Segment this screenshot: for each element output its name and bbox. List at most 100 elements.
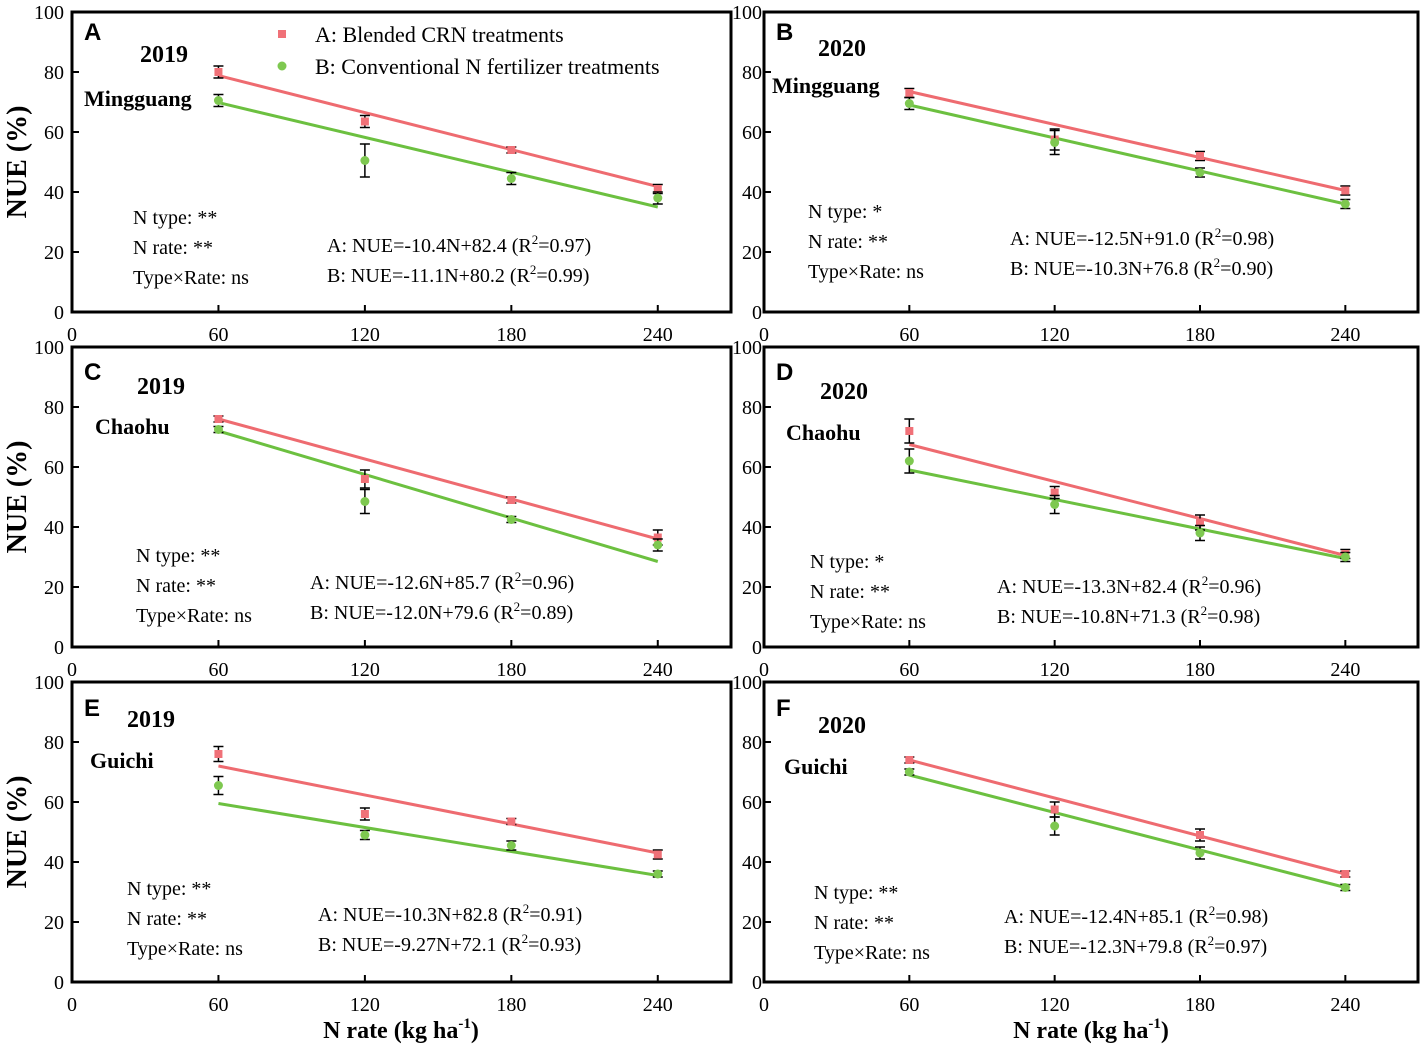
- stats-line: N type: *: [810, 551, 884, 573]
- y-tick-label: 40: [742, 182, 762, 204]
- stats-line: N type: **: [127, 878, 211, 900]
- x-tick-label: 120: [350, 659, 380, 681]
- point-A: [507, 817, 516, 826]
- panel-site: Guichi: [784, 754, 848, 779]
- point-A: [1196, 831, 1204, 839]
- y-tick-label: 0: [54, 302, 64, 324]
- fit-line-B: [909, 468, 1346, 560]
- legend-marker-B: [277, 61, 287, 71]
- point-B: [360, 497, 370, 506]
- panel-year: 2019: [140, 42, 188, 68]
- point-A: [1050, 488, 1059, 497]
- point-B: [1195, 528, 1205, 538]
- y-axis-title: NUE (%): [2, 441, 33, 554]
- x-tick-label: 60: [208, 659, 228, 681]
- x-tick-label: 60: [208, 994, 228, 1016]
- panel-year: 2019: [127, 707, 175, 733]
- stats-line: N rate: **: [133, 237, 213, 259]
- y-tick-label: 40: [44, 852, 64, 874]
- equation-B: B: NUE=-9.27N+72.1 (R2=0.93): [318, 931, 581, 956]
- x-tick-label: 240: [1330, 994, 1360, 1016]
- y-tick-label: 20: [44, 912, 64, 934]
- point-A: [214, 415, 223, 423]
- point-A: [214, 750, 223, 758]
- point-A: [507, 496, 516, 504]
- y-axis-title: NUE (%): [2, 776, 33, 889]
- y-tick-label: 20: [44, 242, 64, 264]
- panel-E: 0 20 40 60 80 100 0 60 120 180 240 E 2019 Guichi N typ…: [34, 672, 733, 1016]
- panel-letter: A: [84, 19, 101, 46]
- point-B: [1195, 168, 1205, 177]
- legend-label-A: A: Blended CRN treatments: [315, 22, 564, 47]
- equation-A: A: NUE=-12.4N+85.1 (R2=0.98): [1004, 903, 1268, 928]
- point-B: [213, 781, 223, 790]
- point-B: [213, 425, 223, 434]
- x-tick-label: 180: [496, 994, 526, 1016]
- point-B: [653, 193, 663, 203]
- fit-line-A: [908, 443, 1346, 557]
- x-tick-label: 120: [1040, 994, 1070, 1016]
- point-A: [653, 533, 662, 542]
- point-B: [904, 456, 914, 466]
- point-A: [360, 475, 369, 483]
- point-B: [360, 156, 370, 165]
- y-tick-label: 0: [752, 637, 762, 659]
- point-B: [506, 515, 516, 524]
- y-tick-label: 0: [752, 972, 762, 994]
- stats-line: N type: **: [133, 207, 217, 229]
- panel-F: 0 20 40 60 80 100 0 60 120 180 240 F 2020 Guichi N typ…: [732, 672, 1420, 1016]
- panel-letter: E: [84, 695, 100, 722]
- x-tick-label: 180: [1185, 659, 1215, 681]
- panel-frame: [762, 10, 1420, 314]
- x-axis-title: N rate (kg ha-1): [1013, 1016, 1169, 1044]
- stats-line: Type×Rate: ns: [133, 267, 249, 289]
- y-tick-label: 80: [44, 732, 64, 754]
- panel-frame: [762, 680, 1420, 984]
- y-tick-label: 0: [752, 302, 762, 324]
- x-tick-label: 240: [643, 324, 673, 346]
- panel-A: 0 20 40 60 80 100 0 60 120 180 240 A 2019 Mingguang N …: [34, 2, 733, 346]
- y-tick-label: 60: [44, 792, 64, 814]
- panel-year: 2020: [820, 379, 868, 405]
- x-tick-label: 60: [899, 324, 919, 346]
- point-B: [1195, 848, 1205, 858]
- legend-marker-A: [278, 30, 286, 38]
- stats-line: Type×Rate: ns: [814, 942, 930, 964]
- x-tick-label: 120: [1040, 324, 1070, 346]
- panel-site: Mingguang: [84, 86, 192, 111]
- point-B: [904, 99, 914, 108]
- stats-line: Type×Rate: ns: [810, 611, 926, 633]
- panel-letter: D: [776, 359, 793, 386]
- point-A: [1341, 186, 1350, 195]
- y-tick-label: 80: [44, 397, 64, 419]
- point-B: [1340, 199, 1350, 209]
- x-tick-label: 180: [1185, 994, 1215, 1016]
- panel-year: 2020: [818, 36, 866, 62]
- equation-A: A: NUE=-12.5N+91.0 (R2=0.98): [1010, 225, 1274, 250]
- legend-label-B: B: Conventional N fertilizer treatments: [315, 54, 660, 79]
- stats-line: N rate: **: [136, 575, 216, 597]
- x-tick-label: 120: [350, 324, 380, 346]
- x-tick-label: 240: [643, 659, 673, 681]
- y-tick-label: 40: [742, 852, 762, 874]
- y-tick-label: 80: [742, 62, 762, 84]
- point-B: [1050, 500, 1060, 509]
- point-A: [1341, 870, 1350, 878]
- y-tick-label: 60: [742, 457, 762, 479]
- panel-frame: [762, 345, 1420, 649]
- panel-letter: C: [84, 359, 101, 386]
- point-A: [905, 427, 914, 435]
- y-tick-label: 60: [742, 122, 762, 144]
- y-tick-label: 20: [742, 577, 762, 599]
- fit-line-A: [218, 764, 659, 855]
- point-B: [1340, 552, 1350, 562]
- equation-B: B: NUE=-10.8N+71.3 (R2=0.98): [997, 603, 1260, 628]
- x-tick-label: 0: [759, 324, 769, 346]
- y-tick-label: 100: [34, 672, 64, 694]
- stats-line: N type: *: [808, 201, 882, 223]
- x-tick-label: 180: [496, 324, 526, 346]
- point-B: [904, 767, 914, 777]
- panel-site: Chaohu: [786, 420, 861, 445]
- y-tick-label: 20: [742, 242, 762, 264]
- point-A: [360, 117, 369, 126]
